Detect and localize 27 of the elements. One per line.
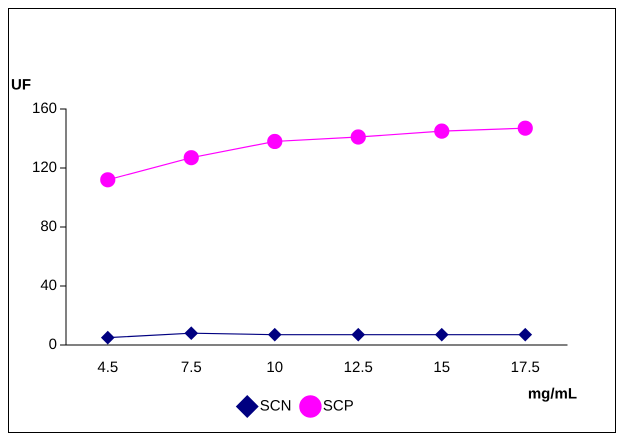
y-tick-label: 0 <box>48 336 58 354</box>
point <box>184 150 199 166</box>
point <box>101 331 114 344</box>
y-tick-label: 40 <box>40 277 58 294</box>
x-axis-title: mg/mL <box>528 386 577 403</box>
point <box>350 129 366 145</box>
point <box>352 328 365 342</box>
x-tick-label: 7.5 <box>180 359 202 376</box>
point <box>100 172 116 188</box>
y-tick-label: 160 <box>32 100 58 118</box>
point <box>267 134 282 150</box>
x-tick-label: 10 <box>266 359 284 376</box>
x-tick-label: 17.5 <box>510 359 540 376</box>
legend-label: SCP <box>322 398 354 415</box>
y-axis-title: UF <box>11 76 32 94</box>
point <box>184 326 198 340</box>
point <box>435 328 448 342</box>
point <box>268 328 282 342</box>
x-tick-label: 12.5 <box>344 359 373 376</box>
x-tick-label: 15 <box>433 359 450 376</box>
y-tick-label: 120 <box>32 159 58 176</box>
y-tick-label: 80 <box>40 218 58 236</box>
legend-label: SCN <box>260 398 292 415</box>
x-tick-label: 4.5 <box>97 359 118 376</box>
point <box>518 120 533 136</box>
point <box>518 328 532 342</box>
point <box>434 124 450 139</box>
